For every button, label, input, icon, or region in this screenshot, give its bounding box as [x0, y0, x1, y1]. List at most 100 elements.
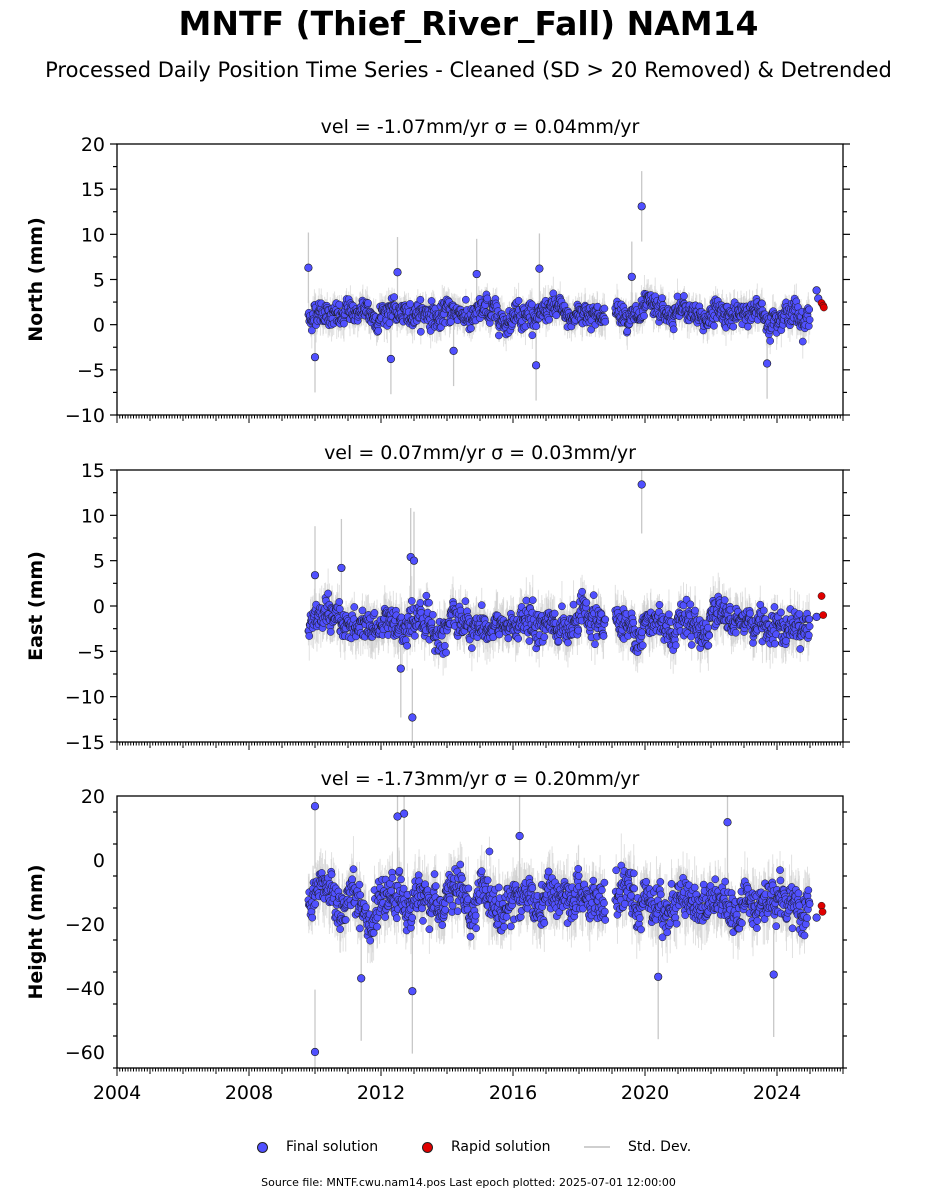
final-point	[307, 326, 316, 335]
final-point	[422, 591, 431, 600]
final-point	[528, 596, 537, 605]
final-point	[704, 641, 713, 650]
final-point	[756, 600, 765, 609]
final-point	[640, 311, 648, 320]
final-point	[795, 610, 804, 618]
final-point	[477, 601, 486, 609]
y-tick-label: −15	[65, 732, 105, 754]
final-point	[390, 293, 399, 301]
final-point	[770, 603, 779, 611]
final-point	[370, 609, 379, 617]
final-point	[461, 295, 470, 304]
final-point	[638, 628, 646, 637]
final-point	[310, 571, 320, 580]
panel-title: vel = -1.07mm/yr σ = 0.04mm/yr	[321, 116, 640, 138]
final-point	[599, 632, 608, 640]
final-point	[337, 563, 346, 573]
final-point	[393, 268, 402, 277]
final-point	[532, 322, 541, 331]
final-point	[374, 326, 383, 335]
final-point	[442, 648, 450, 657]
final-point	[720, 596, 729, 604]
y-axis-label: North (mm)	[25, 217, 47, 342]
final-point	[623, 327, 632, 336]
final-point	[578, 587, 586, 596]
final-point	[504, 634, 513, 643]
y-tick-label: 15	[81, 460, 105, 482]
final-point	[569, 600, 578, 609]
final-point	[762, 359, 772, 368]
final-point	[758, 299, 766, 308]
final-point	[440, 641, 449, 650]
final-point	[771, 639, 779, 648]
final-point	[514, 296, 523, 305]
final-point	[637, 202, 646, 211]
final-point	[637, 480, 646, 489]
final-point	[550, 609, 559, 618]
final-point	[531, 361, 541, 370]
panel-title: vel = 0.07mm/yr σ = 0.03mm/yr	[324, 442, 636, 464]
final-point	[326, 628, 335, 636]
y-tick-label: −5	[77, 641, 105, 663]
final-point	[629, 618, 638, 627]
final-point	[364, 299, 372, 307]
y-tick-label: −10	[65, 405, 105, 427]
y-tick-label: 10	[81, 224, 105, 246]
final-point	[525, 637, 534, 645]
page-title: MNTF (Thief_River_Fall) NAM14	[178, 4, 759, 43]
final-point	[805, 615, 814, 623]
final-point	[710, 321, 718, 330]
final-point	[687, 641, 696, 649]
panel-0: vel = -1.07mm/yr σ = 0.04mm/yr North (mm)…	[25, 116, 850, 427]
final-point	[310, 353, 320, 362]
final-point	[601, 317, 610, 326]
final-point	[528, 300, 536, 309]
final-point	[324, 589, 332, 598]
page-subtitle: Processed Daily Position Time Series - C…	[45, 58, 892, 82]
final-point	[564, 638, 572, 647]
y-axis-label: East (mm)	[25, 551, 47, 661]
final-point	[812, 286, 821, 295]
y-tick-label: 0	[93, 596, 105, 618]
final-point	[805, 622, 814, 631]
final-point	[587, 325, 595, 334]
final-point	[759, 606, 768, 615]
panel-1: vel = 0.07mm/yr σ = 0.03mm/yr East (mm) −1…	[25, 442, 850, 754]
data-area	[304, 171, 828, 401]
data-area	[304, 470, 828, 742]
final-point	[425, 598, 433, 607]
final-point	[358, 606, 367, 615]
final-point	[671, 641, 680, 650]
final-point	[601, 615, 610, 624]
final-point	[589, 591, 598, 599]
y-tick-label: 20	[81, 134, 105, 156]
final-point	[638, 641, 647, 650]
final-point	[305, 632, 314, 640]
final-point	[691, 606, 699, 615]
final-point	[396, 664, 405, 673]
final-point	[495, 331, 503, 340]
y-tick-label: −5	[77, 360, 105, 382]
final-point	[416, 327, 425, 336]
final-point	[574, 626, 583, 635]
final-point	[461, 597, 470, 606]
final-point	[777, 608, 785, 617]
final-point	[665, 610, 673, 619]
final-point	[528, 331, 537, 340]
final-point	[591, 640, 599, 649]
final-point	[746, 609, 754, 618]
y-tick-label: −10	[65, 687, 105, 709]
y-tick-label: 5	[93, 551, 105, 573]
final-point	[407, 597, 416, 605]
final-point	[582, 598, 591, 607]
final-point	[472, 269, 481, 279]
y-tick-label: 10	[81, 505, 105, 527]
final-point	[483, 294, 492, 303]
final-point	[704, 623, 712, 632]
final-point	[554, 637, 563, 646]
final-point	[427, 297, 436, 305]
final-point	[428, 610, 437, 619]
final-point	[304, 263, 313, 272]
final-point	[335, 598, 344, 606]
